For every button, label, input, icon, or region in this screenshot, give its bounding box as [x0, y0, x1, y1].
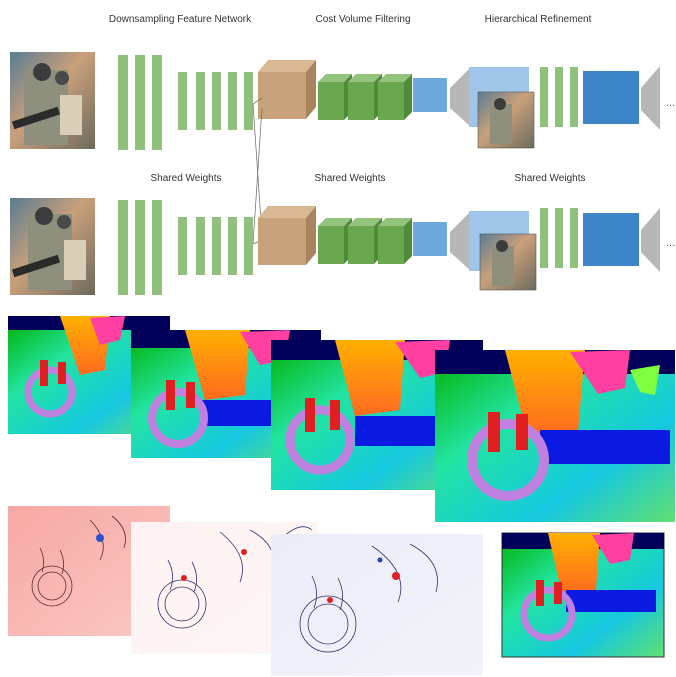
bottom-small-disparity: [413, 222, 447, 256]
disparity-map-2: [131, 330, 321, 458]
bottom-upsample-funnel: [450, 212, 470, 270]
shared-weights-label-feature: Shared Weights: [150, 173, 222, 184]
bottom-feature-layers: [118, 200, 253, 295]
cross-connections: [252, 97, 263, 245]
ellipsis-bottom: ...: [666, 237, 676, 249]
top-filter-blocks: [318, 74, 412, 120]
bottom-refine-layers: [540, 208, 578, 268]
bottom-output-funnel: [641, 208, 660, 272]
bottom-refine-image: [479, 233, 537, 291]
top-refine-image: [477, 91, 535, 149]
top-small-disparity: [413, 78, 447, 112]
ellipsis-top: ...: [666, 97, 676, 109]
top-refine-layers: [540, 67, 578, 127]
hierarchical-refinement-label: Hierarchical Refinement: [484, 14, 592, 25]
shared-weights-label-cost: Shared Weights: [314, 173, 386, 184]
bottom-refined-disparity: [583, 213, 639, 266]
top-feature-layers: [118, 55, 253, 150]
downsampling-feature-network-label: Downsampling Feature Network: [108, 14, 252, 25]
disparity-map-4: [435, 350, 675, 522]
shared-weights-label-refinement: Shared Weights: [514, 173, 586, 184]
top-refined-disparity: [583, 71, 639, 124]
top-cost-volume: [258, 60, 316, 119]
cost-volume-filtering-label: Cost Volume Filtering: [315, 14, 411, 25]
top-output-funnel: [641, 66, 660, 130]
error-map-3: [271, 534, 483, 676]
final-disparity-map: [501, 532, 665, 658]
bottom-input-image: [10, 198, 95, 295]
top-input-image: [10, 52, 95, 149]
top-upsample-funnel: [450, 68, 470, 126]
bottom-filter-blocks: [318, 218, 412, 264]
bottom-cost-volume: [258, 206, 316, 265]
